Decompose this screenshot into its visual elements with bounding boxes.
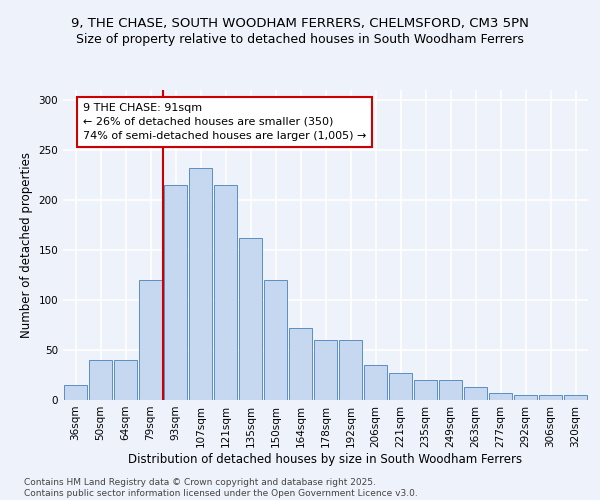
- Bar: [188, 168, 212, 400]
- Bar: [338, 340, 362, 400]
- Bar: [539, 395, 562, 400]
- Bar: [139, 280, 163, 400]
- Y-axis label: Number of detached properties: Number of detached properties: [20, 152, 33, 338]
- X-axis label: Distribution of detached houses by size in South Woodham Ferrers: Distribution of detached houses by size …: [128, 452, 523, 466]
- Bar: [364, 365, 388, 400]
- Bar: [64, 385, 88, 400]
- Bar: [113, 360, 137, 400]
- Text: 9 THE CHASE: 91sqm
← 26% of detached houses are smaller (350)
74% of semi-detach: 9 THE CHASE: 91sqm ← 26% of detached hou…: [83, 103, 367, 141]
- Bar: [214, 185, 238, 400]
- Bar: [488, 393, 512, 400]
- Text: 9, THE CHASE, SOUTH WOODHAM FERRERS, CHELMSFORD, CM3 5PN: 9, THE CHASE, SOUTH WOODHAM FERRERS, CHE…: [71, 18, 529, 30]
- Text: Size of property relative to detached houses in South Woodham Ferrers: Size of property relative to detached ho…: [76, 32, 524, 46]
- Bar: [263, 280, 287, 400]
- Bar: [413, 380, 437, 400]
- Bar: [563, 395, 587, 400]
- Bar: [89, 360, 112, 400]
- Text: Contains HM Land Registry data © Crown copyright and database right 2025.
Contai: Contains HM Land Registry data © Crown c…: [24, 478, 418, 498]
- Bar: [164, 185, 187, 400]
- Bar: [464, 387, 487, 400]
- Bar: [514, 395, 538, 400]
- Bar: [289, 328, 313, 400]
- Bar: [389, 373, 412, 400]
- Bar: [314, 340, 337, 400]
- Bar: [439, 380, 463, 400]
- Bar: [239, 238, 262, 400]
